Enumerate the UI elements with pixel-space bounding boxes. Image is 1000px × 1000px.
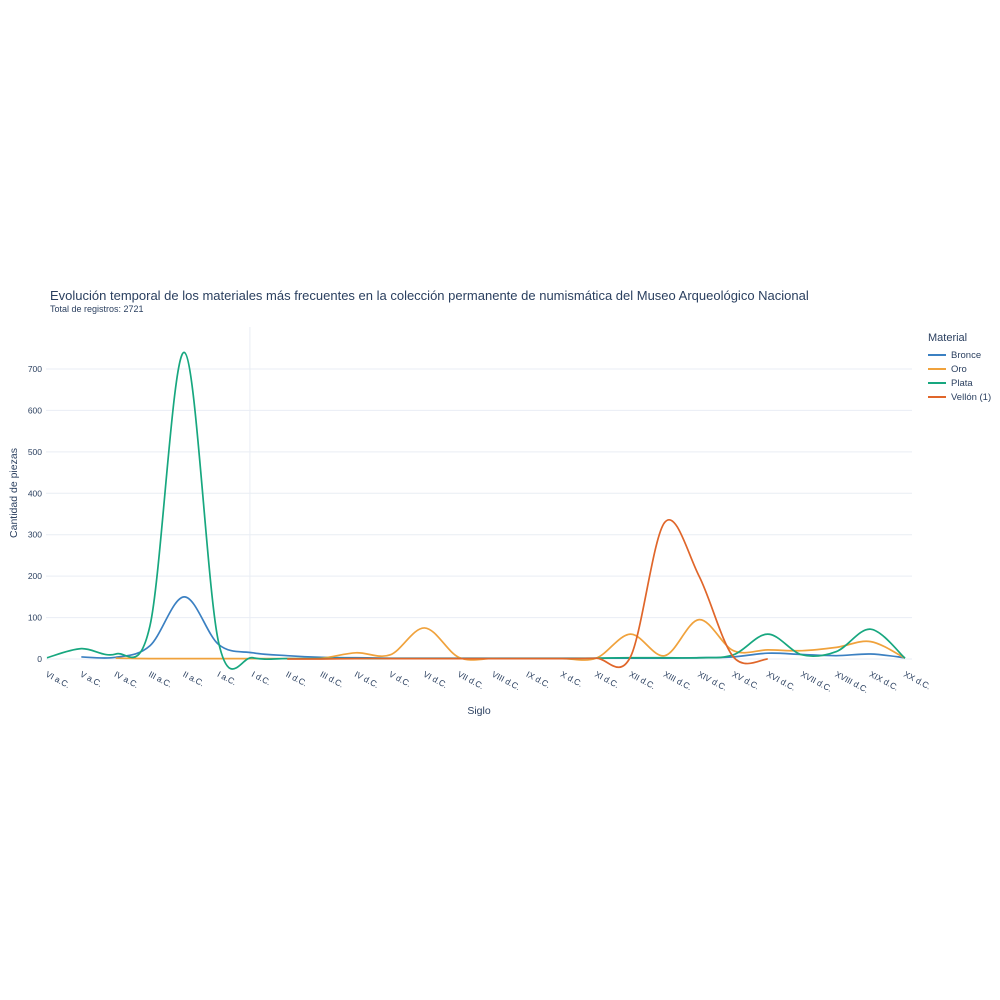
x-tick-label: XI d.C.: [593, 669, 621, 690]
x-tick-label: XX d.C.: [902, 669, 933, 692]
x-axis-title: Siglo: [467, 705, 491, 717]
legend-item-vell-n-1[interactable]: Vellón (1): [928, 390, 991, 404]
y-tick-label: 0: [37, 654, 42, 664]
x-tick-label: II a.C.: [181, 669, 206, 688]
chart-subtitle: Total de registros: 2721: [50, 304, 144, 314]
y-tick-label: 300: [28, 530, 42, 540]
x-tick-label: III a.C.: [147, 669, 174, 690]
legend-swatch-bronce: [928, 354, 946, 356]
legend-label: Bronce: [951, 349, 982, 361]
x-tick-label: VI a.C.: [44, 669, 72, 690]
x-tick-label: XVI d.C.: [765, 669, 798, 693]
legend-swatch-vell-n-1: [928, 396, 946, 398]
x-tick-label: IV d.C.: [353, 669, 381, 690]
series-line-plata[interactable]: [46, 351, 906, 670]
legend-swatch-oro: [928, 368, 946, 370]
x-tick-label: XII d.C.: [628, 669, 658, 691]
y-tick-label: 600: [28, 405, 42, 415]
x-tick-label: IV a.C.: [113, 669, 141, 690]
legend-swatch-plata: [928, 382, 946, 384]
y-tick-label: 700: [28, 364, 42, 374]
series-line-bronce[interactable]: [81, 596, 906, 660]
legend-label: Oro: [951, 363, 967, 375]
legend-item-oro[interactable]: Oro: [928, 362, 991, 376]
legend: Material Bronce Oro Plata Vellón (1): [928, 332, 991, 404]
y-tick-label: 500: [28, 447, 42, 457]
legend-item-plata[interactable]: Plata: [928, 376, 991, 390]
x-tick-label: VIII d.C.: [490, 669, 522, 692]
x-tick-label: XIX d.C.: [868, 669, 901, 693]
legend-label: Plata: [951, 377, 973, 389]
x-tick-label: XVIII d.C.: [833, 669, 870, 695]
x-tick-label: VI d.C.: [422, 669, 450, 690]
x-tick-label: II d.C.: [284, 669, 309, 688]
x-tick-label: III d.C.: [319, 669, 346, 690]
y-axis-title: Cantidad de piezas: [8, 448, 20, 538]
chart-title: Evolución temporal de los materiales más…: [50, 288, 809, 303]
y-tick-label: 400: [28, 488, 42, 498]
x-tick-label: XIV d.C.: [696, 669, 729, 693]
x-tick-label: X d.C.: [559, 669, 585, 689]
x-tick-label: I d.C.: [250, 669, 273, 687]
y-tick-label: 200: [28, 571, 42, 581]
x-tick-label: IX d.C.: [525, 669, 553, 690]
x-tick-label: I a.C.: [216, 669, 239, 687]
x-tick-label: XVII d.C.: [799, 669, 834, 694]
legend-item-bronce[interactable]: Bronce: [928, 348, 991, 362]
legend-title: Material: [928, 332, 968, 344]
x-tick-label: V d.C.: [387, 669, 413, 689]
x-tick-label: V a.C.: [78, 669, 104, 689]
y-tick-label: 100: [28, 613, 42, 623]
x-tick-label: XV d.C.: [730, 669, 761, 692]
series-line-vell-n-1[interactable]: [287, 519, 768, 669]
legend-label: Vellón (1): [951, 391, 992, 403]
x-tick-label: VII d.C.: [456, 669, 486, 691]
legend-items: Bronce Oro Plata Vellón (1): [928, 348, 991, 404]
x-tick-label: XIII d.C.: [662, 669, 694, 692]
